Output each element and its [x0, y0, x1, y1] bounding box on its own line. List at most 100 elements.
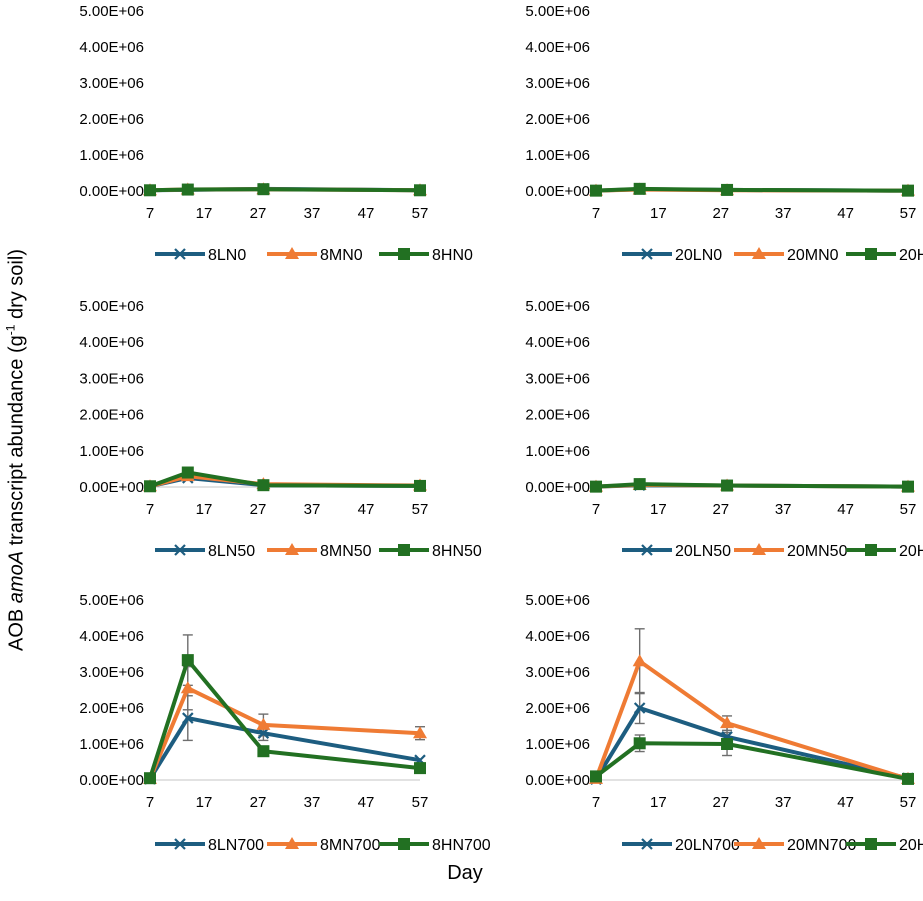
- y-axis-title-container: AOB amoA transcript abundance (g-1 dry s…: [2, 150, 30, 750]
- x-axis-title: Day: [447, 862, 483, 884]
- panel-4-ytick-label: 5.00E+06: [525, 298, 590, 315]
- panel-5-legend-marker-8LN700-stroke-b: [174, 838, 186, 850]
- panel-1-legend-marker-8HN0: [398, 248, 410, 260]
- panel-2-legend-label-20LN0: 20LN0: [675, 247, 722, 264]
- panel-2-legend-marker-20MN0: [752, 247, 766, 259]
- panel-3-ytick-label: 1.00E+06: [79, 443, 144, 460]
- panel-2-series-line-20HN0: [595, 186, 909, 193]
- panel-1-ytick-label: 3.00E+06: [79, 75, 144, 92]
- panel-3-legend-label-8HN50: 8HN50: [432, 543, 482, 560]
- panel-2-xtick-label: 7: [592, 205, 600, 222]
- panel-5-legend-marker-8MN700: [285, 837, 299, 849]
- panel-6-ytick-label: 2.00E+06: [525, 700, 590, 717]
- panel-3-point-8HN50: [257, 479, 270, 492]
- panel-5-ytick-label: 2.00E+06: [79, 700, 144, 717]
- panel-4-point-20HN50: [902, 480, 914, 493]
- y-axis-title-mid: transcript abundance (g: [5, 335, 28, 551]
- panel-6-point-20LN700-stroke-b: [633, 702, 646, 714]
- panel-2-legend-marker-20LN0: [641, 248, 653, 260]
- panel-3-ytick-label: 2.00E+06: [79, 407, 144, 424]
- panel-1-legend-marker-8MN0: [285, 247, 299, 259]
- panel-6-point-20HN700: [633, 737, 646, 750]
- panel-1-legend: 8LN0 8MN0 8HN0: [155, 247, 473, 264]
- panel-1-legend-marker-8LN0-stroke-b: [174, 248, 186, 260]
- panel-6-legend-label-20HN700: 20HN700: [899, 837, 923, 854]
- panel-5-xtick-label: 57: [412, 794, 429, 811]
- panel-4-legend-marker-20LN50-stroke-b: [641, 544, 653, 556]
- panel-4-legend-label-20MN50: 20MN50: [787, 543, 848, 560]
- panel-6-series-line-20HN700: [594, 741, 909, 781]
- panel-1-xtick-label: 47: [358, 205, 375, 222]
- panel-1-legend-label-8HN0: 8HN0: [432, 247, 473, 264]
- panel-6-legend: 20LN700 20MN700 20HN700: [622, 837, 923, 854]
- panel-3-ytick-label: 0.00E+00: [79, 479, 144, 496]
- panel-6-legend-marker-20HN700: [865, 838, 877, 850]
- panel-3-legend-marker-8HN50: [398, 544, 410, 556]
- panel-1-ytick-label: 5.00E+06: [79, 3, 144, 20]
- panel-2-point-20HN0: [902, 184, 914, 197]
- panel-6-xtick-label: 27: [712, 794, 729, 811]
- panel-2-point-20HN0: [590, 184, 602, 197]
- panel-5-legend-marker-8HN700: [398, 838, 410, 850]
- panel-4-xtick-label: 7: [592, 501, 600, 518]
- panel-2-xtick-label: 37: [775, 205, 792, 222]
- y-axis-title-prefix: AOB: [5, 603, 28, 651]
- panel-6-legend-label-20MN700: 20MN700: [787, 837, 856, 854]
- panel-5-series-line-8LN700: [148, 716, 421, 780]
- panel-1-point-8HN0: [414, 184, 426, 197]
- panel-5-legend-label-8HN700: 8HN700: [432, 837, 491, 854]
- panel-6-ytick-label: 0.00E+00: [525, 772, 590, 789]
- panel-6-legend-label-20LN700: 20LN700: [675, 837, 740, 854]
- panel-1-ytick-label: 4.00E+06: [79, 39, 144, 56]
- panel-5-xtick-label: 7: [146, 794, 154, 811]
- panel-3-legend-label-8MN50: 8MN50: [320, 543, 372, 560]
- panel-1-ytick-label: 2.00E+06: [79, 111, 144, 128]
- panel-3-xtick-label: 47: [358, 501, 375, 518]
- panel-4-legend-label-20LN50: 20LN50: [675, 543, 731, 560]
- panel-2-point-20HN0: [721, 183, 734, 196]
- panel-5-ytick-label: 1.00E+06: [79, 736, 144, 753]
- panel-2-xtick-label: 27: [712, 205, 729, 222]
- panel-4-point-20HN50: [633, 478, 646, 491]
- panel-1-ytick-label: 0.00E+00: [79, 183, 144, 200]
- panel-2-ytick-label: 5.00E+06: [525, 3, 590, 20]
- panel-3-ytick-label: 4.00E+06: [79, 334, 144, 351]
- panel-5-legend-label-8MN700: 8MN700: [320, 837, 381, 854]
- panel-4-legend: 20LN50 20MN50 20HN50: [622, 543, 923, 560]
- panel-5-legend-marker-8LN700: [174, 838, 186, 850]
- panel-4-legend-marker-20HN50: [865, 544, 877, 556]
- panel-2-point-20HN0: [633, 182, 646, 195]
- panel-1-xtick-label: 57: [412, 205, 429, 222]
- panel-5-point-8MN700: [180, 681, 195, 694]
- panel-3-ytick-label: 3.00E+06: [79, 370, 144, 387]
- panel-1-point-8HN0: [144, 184, 156, 197]
- panel-5-point-8HN700: [144, 772, 156, 785]
- panel-2-legend-label-20MN0: 20MN0: [787, 247, 839, 264]
- panel-5-chart: 0.00E+00 1.00E+06 2.00E+06 3.00E+06 4.00E+06…: [79, 592, 490, 854]
- panel-6-xtick-label: 37: [775, 794, 792, 811]
- panel-2-legend: 20LN0 20MN0 20HN0: [622, 247, 923, 264]
- panel-2-ytick-label: 4.00E+06: [525, 39, 590, 56]
- panel-2-legend-marker-20HN0: [865, 248, 877, 260]
- panel-6-point-20MN700: [632, 654, 647, 667]
- panel-3-legend-label-8LN50: 8LN50: [208, 543, 255, 560]
- panel-6-legend-marker-20LN700-stroke-b: [641, 838, 653, 850]
- panel-3-chart: 0.00E+00 1.00E+06 2.00E+06 3.00E+06 4.00E+06…: [79, 298, 482, 560]
- panel-1-ytick-label: 1.00E+06: [79, 147, 144, 164]
- panel-4-xtick-label: 27: [712, 501, 729, 518]
- panel-4-chart: 0.00E+00 1.00E+06 2.00E+06 3.00E+06 4.00E+06…: [525, 298, 923, 560]
- y-axis-title-suffix: dry soil): [5, 249, 28, 325]
- panel-4-legend-label-20HN50: 20HN50: [899, 543, 923, 560]
- panel-5-xtick-label: 27: [250, 794, 267, 811]
- panel-3-series-line-8HN50: [149, 470, 421, 489]
- panel-6-xtick-label: 7: [592, 794, 600, 811]
- panel-3-xtick-label: 17: [196, 501, 213, 518]
- panel-5-xtick-label: 17: [196, 794, 213, 811]
- panel-1-chart: 0.00E+00 1.00E+06 2.00E+06 3.00E+06 4.00E+06…: [79, 3, 473, 264]
- panel-4-ytick-label: 0.00E+00: [525, 479, 590, 496]
- panel-4-ytick-label: 4.00E+06: [525, 334, 590, 351]
- panel-3-legend: 8LN50 8MN50 8HN50: [155, 543, 482, 560]
- panel-5-point-8LN700: [182, 712, 194, 724]
- panel-5-ytick-label: 4.00E+06: [79, 628, 144, 645]
